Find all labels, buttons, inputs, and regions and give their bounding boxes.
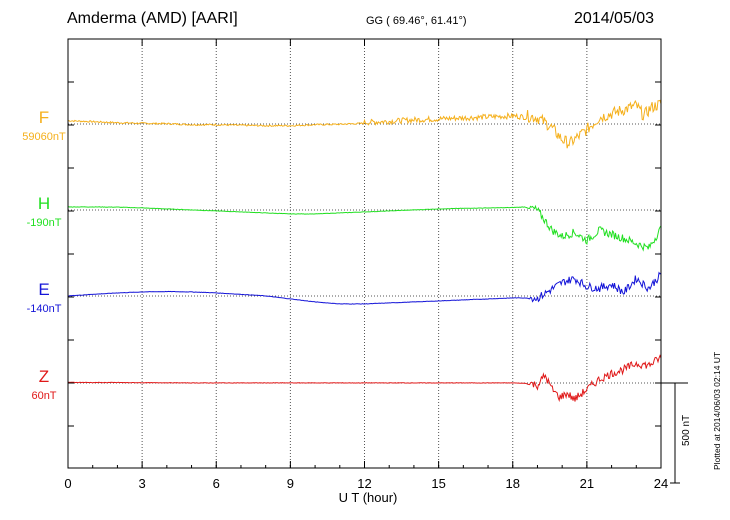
series-lines <box>67 99 662 403</box>
series-baseline-Z: 60nT <box>31 390 56 402</box>
x-tick-label-3: 3 <box>138 476 146 491</box>
axes <box>67 38 688 484</box>
series-baseline-E: -140nT <box>27 303 62 315</box>
x-axis-title: U T (hour) <box>338 490 398 505</box>
series-line-Z <box>67 354 662 403</box>
x-tick-label-6: 6 <box>212 476 220 491</box>
series-baseline-H: -190nT <box>27 217 62 229</box>
grid <box>68 39 661 468</box>
series-name-H: H <box>38 194 50 213</box>
observation-date: 2014/05/03 <box>574 10 655 27</box>
series-line-F <box>67 99 662 149</box>
geographic-coordinates: GG ( 69.46°, 61.41°) <box>366 15 467 27</box>
x-tick-label-24: 24 <box>653 476 669 491</box>
plotted-at-note: Plotted at 2014/06/03 02:14 UT <box>712 351 722 470</box>
series-name-Z: Z <box>39 367 49 386</box>
x-tick-label-9: 9 <box>286 476 294 491</box>
series-name-E: E <box>38 280 49 299</box>
scale-bar-label: 500 nT <box>681 414 692 446</box>
series-baseline-F: 59060nT <box>22 131 66 143</box>
station-title: Amderma (AMD) [AARI] <box>67 10 238 27</box>
series-line-H <box>67 204 662 252</box>
x-tick-label-21: 21 <box>579 476 595 491</box>
series-line-E <box>67 271 662 305</box>
series-labels: F 59060nT H -190nT E -140nT Z 60nT <box>22 108 66 402</box>
x-tick-label-15: 15 <box>431 476 446 491</box>
series-name-F: F <box>39 108 49 127</box>
x-tick-label-0: 0 <box>64 476 72 491</box>
x-tick-label-12: 12 <box>357 476 372 491</box>
plot-frame <box>67 38 662 469</box>
x-tick-label-18: 18 <box>505 476 520 491</box>
